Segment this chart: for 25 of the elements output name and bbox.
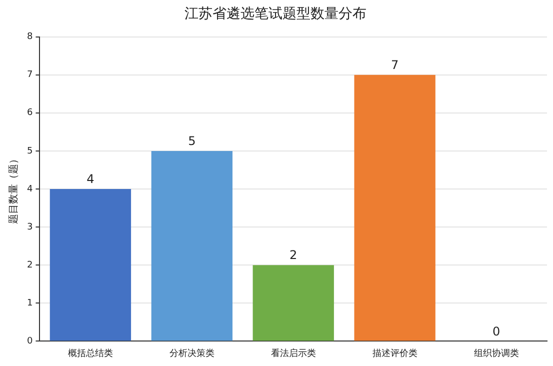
bar xyxy=(151,150,232,341)
y-tick-label: 8 xyxy=(26,32,33,42)
x-tick-label: 组织协调类 xyxy=(474,348,519,359)
y-axis-title: 题目数量（题） xyxy=(8,154,20,224)
y-tick-label: 2 xyxy=(26,260,33,270)
y-tick-label: 1 xyxy=(26,298,33,308)
x-tick-label: 看法启示类 xyxy=(270,348,316,359)
bar xyxy=(354,74,436,341)
chart-title: 江苏省遴选笔试题型数量分布 xyxy=(184,6,366,22)
bar xyxy=(252,265,334,341)
y-tick-label: 6 xyxy=(26,108,33,118)
data-label: 2 xyxy=(290,248,298,262)
y-tick-label: 3 xyxy=(26,222,33,232)
x-tick-label: 分析决策类 xyxy=(169,348,214,359)
data-label: 7 xyxy=(390,58,399,72)
y-tick-label: 0 xyxy=(26,336,33,347)
data-label: 0 xyxy=(492,324,500,338)
data-label: 5 xyxy=(188,134,196,148)
x-tick-label: 概括总结类 xyxy=(68,348,113,359)
data-label: 4 xyxy=(86,172,94,186)
bar xyxy=(50,189,132,341)
y-tick-label: 7 xyxy=(26,70,33,80)
x-tick-label: 描述评价类 xyxy=(372,348,418,359)
y-tick-label: 5 xyxy=(26,146,33,156)
y-tick-label: 4 xyxy=(26,184,33,194)
